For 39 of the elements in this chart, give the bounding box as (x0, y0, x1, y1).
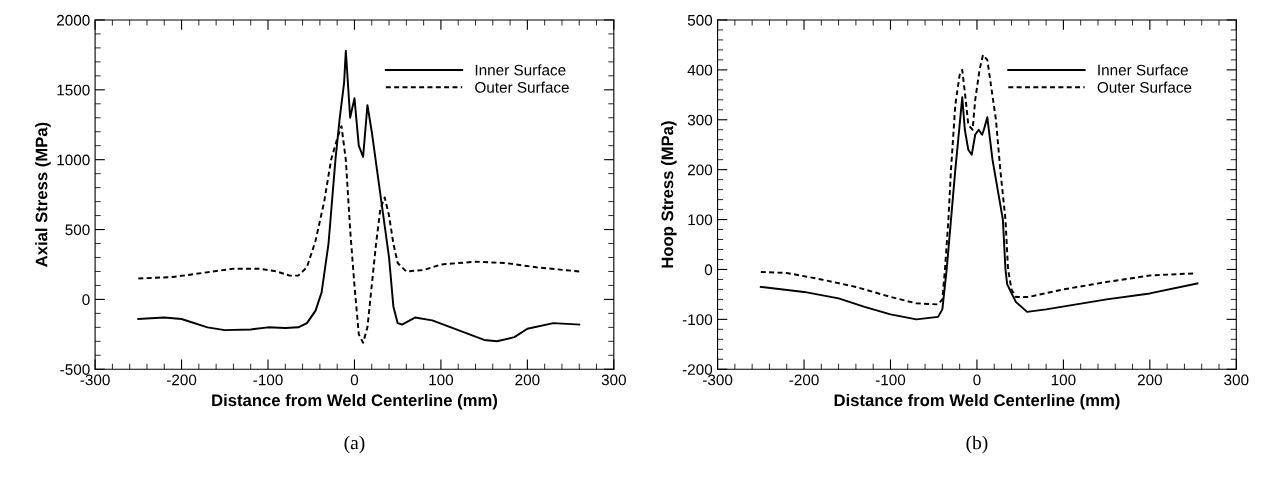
x-tick-label: -200 (166, 374, 197, 386)
y-axis-title: Axial Stress (MPa) (35, 122, 51, 267)
x-tick-label: 100 (429, 374, 454, 386)
x-tick-label: 300 (1224, 374, 1249, 386)
line-series (137, 49, 581, 343)
y-tick-label: 300 (687, 114, 713, 126)
x-tick-label: 0 (350, 374, 359, 386)
legend-label: Outer Surface (1097, 81, 1192, 93)
y-tick-label: 500 (687, 14, 713, 26)
y-axis-title: Hoop Stress (MPa) (661, 121, 677, 268)
y-tick-label: 400 (687, 64, 713, 76)
y-tick-label: 0 (704, 264, 713, 276)
y-tick-label: 0 (82, 294, 90, 306)
y-tick-label: 100 (688, 214, 713, 226)
text: (a) (344, 435, 365, 454)
y-tick-label: -100 (682, 314, 713, 326)
x-tick-label: 0 (973, 374, 981, 386)
x-tick-label: -300 (80, 374, 110, 386)
x-tick-label: -300 (702, 374, 733, 386)
y-tick-label: -200 (682, 364, 713, 375)
x-tick-label: -100 (875, 374, 906, 386)
legend-label: Inner Surface (475, 64, 566, 76)
x-tick-label: 200 (1137, 374, 1162, 386)
x-axis-title: Distance from Weld Centerline (mm) (834, 393, 1120, 410)
x-tick-label: 100 (1051, 374, 1076, 386)
y-tick-label: 1500 (57, 84, 90, 96)
y-tick-label: 200 (687, 164, 713, 176)
x-tick-label: -200 (789, 374, 819, 386)
legend-label: Outer Surface (475, 81, 569, 93)
x-tick-label: 300 (601, 374, 626, 386)
x-axis-title: Distance from Weld Centerline (mm) (212, 393, 498, 410)
text: (b) (966, 435, 988, 454)
y-tick-label: 1000 (57, 154, 90, 166)
x-tick-label: -100 (253, 374, 283, 386)
y-tick-label: 2000 (57, 14, 90, 26)
legend-label: Inner Surface (1098, 64, 1188, 76)
y-tick-label: 500 (65, 224, 90, 236)
y-tick-label: -500 (60, 364, 90, 375)
x-tick-label: 200 (515, 374, 540, 386)
